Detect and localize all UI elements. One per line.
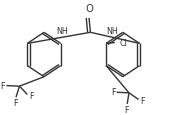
Text: F: F	[13, 99, 17, 107]
Text: NH: NH	[107, 26, 118, 35]
Text: F: F	[111, 87, 115, 96]
Text: F: F	[1, 81, 5, 90]
Text: F: F	[29, 91, 33, 100]
Text: F: F	[124, 105, 129, 114]
Text: NH: NH	[56, 26, 68, 35]
Text: Cl: Cl	[119, 39, 127, 48]
Text: F: F	[140, 96, 145, 105]
Text: O: O	[85, 4, 93, 14]
